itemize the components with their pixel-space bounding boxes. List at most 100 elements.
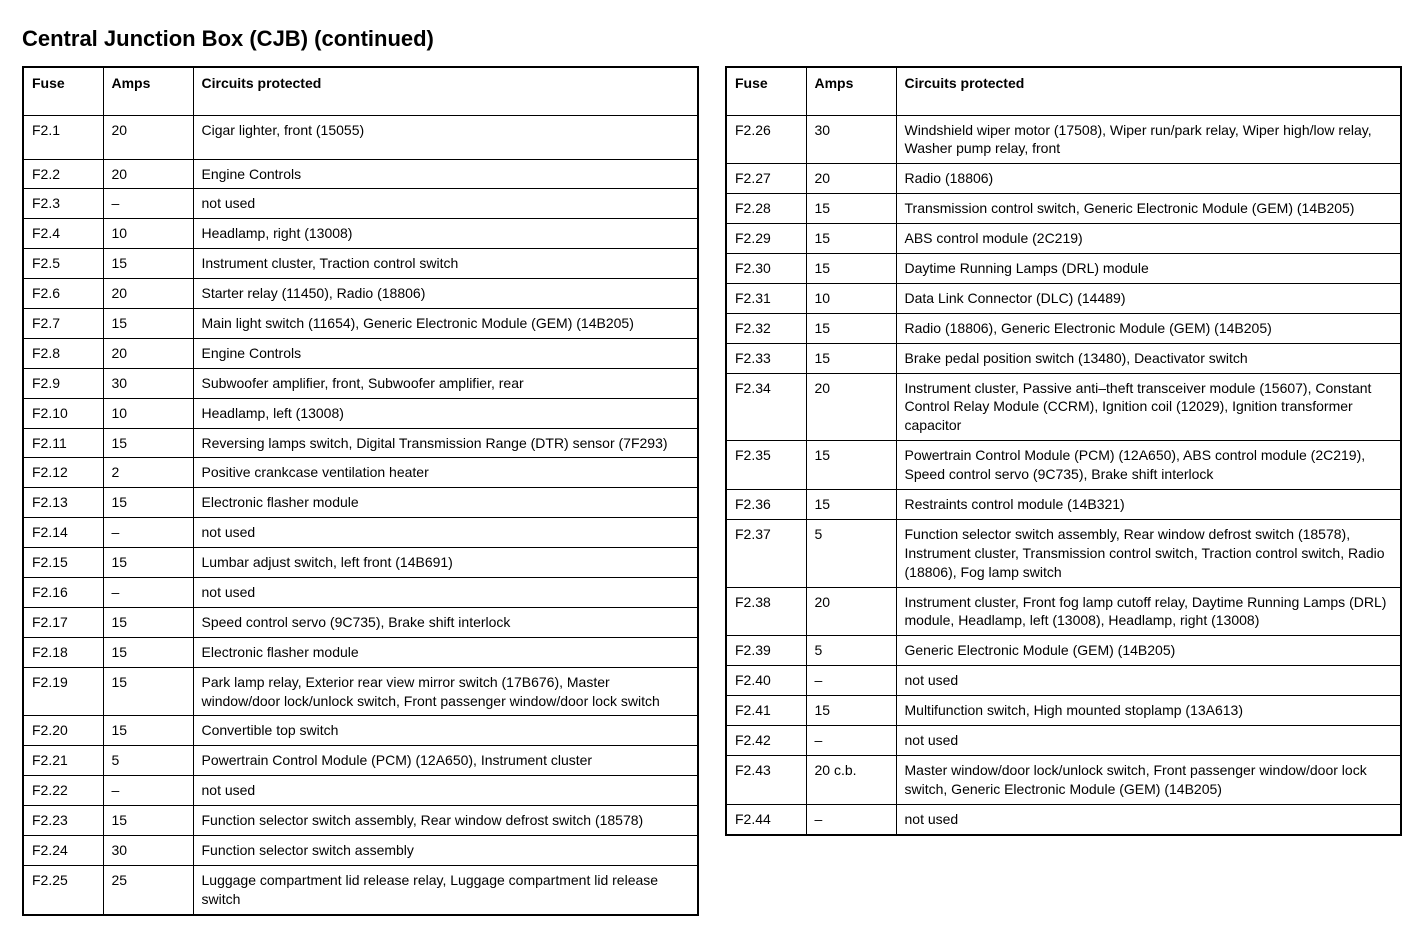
cell-amps: 20 [103,159,193,189]
table-row: F2.3820Instrument cluster, Front fog lam… [726,587,1401,636]
cell-circuits: not used [193,189,698,219]
cell-amps: – [103,577,193,607]
table-row: F2.42–not used [726,725,1401,755]
cell-fuse: F2.27 [726,164,806,194]
cell-fuse: F2.1 [23,115,103,159]
cell-fuse: F2.32 [726,313,806,343]
cell-amps: – [806,666,896,696]
left-column: Fuse Amps Circuits protected F2.120Cigar… [22,66,699,916]
cell-fuse: F2.22 [23,776,103,806]
cell-circuits: Subwoofer amplifier, front, Subwoofer am… [193,368,698,398]
cell-amps: – [103,776,193,806]
cell-circuits: Instrument cluster, Traction control swi… [193,249,698,279]
cell-amps: 20 [103,115,193,159]
cell-amps: 30 [103,835,193,865]
table-row: F2.2630Windshield wiper motor (17508), W… [726,115,1401,164]
cell-amps: 10 [103,398,193,428]
cell-circuits: Function selector switch assembly, Rear … [193,806,698,836]
cell-circuits: Powertrain Control Module (PCM) (12A650)… [896,441,1401,490]
cell-fuse: F2.20 [23,716,103,746]
col-header-amps: Amps [103,67,193,115]
table-row: F2.14–not used [23,518,698,548]
table-row: F2.1915Park lamp relay, Exterior rear vi… [23,667,698,716]
cell-fuse: F2.8 [23,338,103,368]
table-header-row: Fuse Amps Circuits protected [23,67,698,115]
cell-fuse: F2.40 [726,666,806,696]
cell-circuits: Instrument cluster, Passive anti–theft t… [896,373,1401,441]
cell-amps: 10 [806,283,896,313]
table-row: F2.395Generic Electronic Module (GEM) (1… [726,636,1401,666]
cell-amps: 15 [806,441,896,490]
cell-fuse: F2.25 [23,865,103,914]
cell-amps: 10 [103,219,193,249]
cell-fuse: F2.26 [726,115,806,164]
table-header-row: Fuse Amps Circuits protected [726,67,1401,115]
cell-amps: 15 [103,249,193,279]
cell-circuits: Lumbar adjust switch, left front (14B691… [193,548,698,578]
cell-circuits: Brake pedal position switch (13480), Dea… [896,343,1401,373]
cell-fuse: F2.38 [726,587,806,636]
cell-amps: 15 [103,667,193,716]
cell-circuits: Multifunction switch, High mounted stopl… [896,696,1401,726]
cell-circuits: Headlamp, left (13008) [193,398,698,428]
table-row: F2.1115Reversing lamps switch, Digital T… [23,428,698,458]
table-row: F2.44–not used [726,804,1401,834]
table-columns-wrapper: Fuse Amps Circuits protected F2.120Cigar… [22,66,1402,916]
cell-amps: – [806,725,896,755]
cell-circuits: not used [896,666,1401,696]
cell-fuse: F2.29 [726,224,806,254]
cell-amps: 15 [806,313,896,343]
table-row: F2.1010Headlamp, left (13008) [23,398,698,428]
cell-amps: 15 [806,696,896,726]
table-row: F2.620Starter relay (11450), Radio (1880… [23,279,698,309]
cell-circuits: Reversing lamps switch, Digital Transmis… [193,428,698,458]
cell-circuits: not used [193,776,698,806]
cell-amps: 20 [806,587,896,636]
cell-circuits: Windshield wiper motor (17508), Wiper ru… [896,115,1401,164]
cell-circuits: Function selector switch assembly, Rear … [896,519,1401,587]
cell-fuse: F2.31 [726,283,806,313]
cell-fuse: F2.16 [23,577,103,607]
col-header-fuse: Fuse [726,67,806,115]
cell-circuits: Main light switch (11654), Generic Elect… [193,308,698,338]
table-row: F2.120Cigar lighter, front (15055) [23,115,698,159]
cell-amps: – [806,804,896,834]
table-row: F2.2315Function selector switch assembly… [23,806,698,836]
cell-fuse: F2.41 [726,696,806,726]
cell-fuse: F2.18 [23,637,103,667]
cell-circuits: Powertrain Control Module (PCM) (12A650)… [193,746,698,776]
cell-amps: 20 [103,338,193,368]
cell-circuits: Radio (18806) [896,164,1401,194]
cell-circuits: Instrument cluster, Front fog lamp cutof… [896,587,1401,636]
cell-amps: 30 [806,115,896,164]
table-row: F2.3615Restraints control module (14B321… [726,489,1401,519]
cell-amps: – [103,189,193,219]
cell-fuse: F2.5 [23,249,103,279]
table-row: F2.1515Lumbar adjust switch, left front … [23,548,698,578]
cell-fuse: F2.17 [23,607,103,637]
cell-fuse: F2.10 [23,398,103,428]
cell-circuits: not used [193,577,698,607]
table-row: F2.3015Daytime Running Lamps (DRL) modul… [726,253,1401,283]
table-row: F2.3110Data Link Connector (DLC) (14489) [726,283,1401,313]
cell-amps: 15 [806,224,896,254]
table-row: F2.22–not used [23,776,698,806]
table-row: F2.715Main light switch (11654), Generic… [23,308,698,338]
cell-fuse: F2.2 [23,159,103,189]
page-title: Central Junction Box (CJB) (continued) [22,26,1402,52]
cell-circuits: Engine Controls [193,159,698,189]
table-row: F2.1715Speed control servo (9C735), Brak… [23,607,698,637]
cell-fuse: F2.42 [726,725,806,755]
cell-amps: 15 [103,308,193,338]
cell-fuse: F2.11 [23,428,103,458]
cell-fuse: F2.35 [726,441,806,490]
cell-circuits: Cigar lighter, front (15055) [193,115,698,159]
table-row: F2.375Function selector switch assembly,… [726,519,1401,587]
table-row: F2.515Instrument cluster, Traction contr… [23,249,698,279]
cell-circuits: Convertible top switch [193,716,698,746]
cell-circuits: Starter relay (11450), Radio (18806) [193,279,698,309]
cell-amps: – [103,518,193,548]
table-row: F2.4320 c.b.Master window/door lock/unlo… [726,755,1401,804]
cell-circuits: Park lamp relay, Exterior rear view mirr… [193,667,698,716]
cell-amps: 15 [103,806,193,836]
